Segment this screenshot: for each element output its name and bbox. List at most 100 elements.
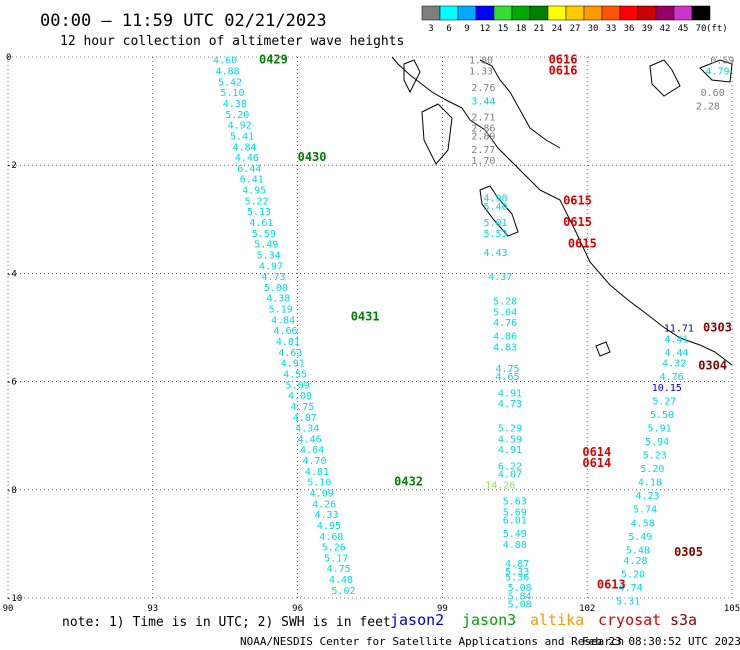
swh-value: 5.49 bbox=[254, 240, 278, 251]
swh-value: 4.86 bbox=[493, 332, 517, 343]
x-tick-label: 102 bbox=[579, 604, 595, 614]
swh-value: 5.28 bbox=[493, 296, 517, 307]
swh-value: 5.63 bbox=[503, 497, 527, 508]
swh-value: 5.09 bbox=[286, 380, 310, 391]
colorbar-label: 12 bbox=[480, 24, 491, 34]
note-text: note: 1) Time is in UTC; 2) SWH is in fe… bbox=[62, 615, 391, 630]
swh-value: 4.63 bbox=[278, 348, 302, 359]
colorbar-swatch bbox=[583, 5, 603, 21]
swh-value: 5.36 bbox=[505, 572, 529, 583]
colorbar-label: 39 bbox=[642, 24, 653, 34]
swh-value: 5.48 bbox=[626, 545, 650, 556]
colorbar-swatch bbox=[475, 5, 495, 21]
swh-value: 4.26 bbox=[312, 499, 336, 510]
colorbar-label: 18 bbox=[516, 24, 527, 34]
swh-value: 0.60 bbox=[701, 88, 725, 99]
colorbar-swatch bbox=[601, 5, 621, 21]
colorbar-label: 6 bbox=[446, 24, 451, 34]
colorbar-swatch bbox=[421, 5, 441, 21]
island-outline bbox=[479, 185, 519, 237]
swh-value: 5.49 bbox=[503, 529, 527, 540]
swh-value: 4.95 bbox=[317, 521, 341, 532]
swh-value: 5.08 bbox=[508, 599, 532, 610]
swh-value: 4.41 bbox=[664, 334, 688, 345]
chart-subtitle: 12 hour collection of altimeter wave hei… bbox=[60, 34, 404, 49]
swh-value: 4.91 bbox=[498, 445, 522, 456]
swh-value: 4.75 bbox=[496, 364, 520, 375]
pass-time-label: 0616 bbox=[549, 53, 578, 67]
swh-value: 5.20 bbox=[621, 570, 645, 581]
swh-value: 4.68 bbox=[319, 532, 343, 543]
swh-value: 5.91 bbox=[648, 424, 672, 435]
swh-value: 5.40 bbox=[483, 202, 507, 213]
swh-value: 4.81 bbox=[276, 337, 300, 348]
swh-value: 4.95 bbox=[242, 186, 266, 197]
swh-value: 5.34 bbox=[257, 250, 281, 261]
swh-value: 2.86 bbox=[471, 123, 495, 134]
swh-value: 2.89 bbox=[471, 131, 495, 142]
swh-value: 4.74 bbox=[619, 583, 643, 594]
colorbar-swatch bbox=[673, 5, 693, 21]
island-outline bbox=[421, 103, 453, 165]
x-tick-label: 93 bbox=[147, 604, 158, 614]
swh-value: 4.75 bbox=[290, 402, 314, 413]
swh-value: 5.41 bbox=[230, 131, 254, 142]
colorbar-swatch bbox=[619, 5, 639, 21]
pass-time-label: 0303 bbox=[703, 321, 732, 335]
swh-value: 4.23 bbox=[635, 491, 659, 502]
swh-value: 5.26 bbox=[322, 543, 346, 554]
colorbar-label: 36 bbox=[624, 24, 635, 34]
swh-value: 4.92 bbox=[228, 121, 252, 132]
pass-time-label: 0615 bbox=[563, 215, 592, 229]
pass-time-label: 0305 bbox=[674, 545, 703, 559]
pass-time-label: 0615 bbox=[568, 237, 597, 251]
swh-value: 4.91 bbox=[498, 388, 522, 399]
swh-value: 4.97 bbox=[259, 261, 283, 272]
swh-value: 11.71 bbox=[664, 324, 694, 335]
colorbar-label: 30 bbox=[588, 24, 599, 34]
swh-value: 4.43 bbox=[483, 248, 507, 259]
swh-value: 5.74 bbox=[633, 505, 657, 516]
colorbar-swatch bbox=[457, 5, 477, 21]
swh-value: 4.09 bbox=[310, 489, 334, 500]
swh-value: 5.29 bbox=[498, 424, 522, 435]
swh-value: 5.17 bbox=[324, 553, 348, 564]
swh-value: 4.58 bbox=[631, 518, 655, 529]
swh-value: 4.46 bbox=[298, 434, 322, 445]
colorbar-swatch bbox=[439, 5, 459, 21]
x-tick-label: 99 bbox=[437, 604, 448, 614]
swh-value: 4.32 bbox=[662, 359, 686, 370]
swh-value: 4.98 bbox=[483, 194, 507, 205]
swh-value: 5.19 bbox=[269, 305, 293, 316]
swh-value: 4.73 bbox=[261, 272, 285, 283]
swh-value: 5.31 bbox=[616, 597, 640, 608]
pass-time-label: 0614 bbox=[582, 445, 611, 459]
swh-value: 5.22 bbox=[245, 196, 269, 207]
swh-value: 4.76 bbox=[660, 372, 684, 383]
swh-value: 1.80 bbox=[469, 56, 493, 67]
plot-area: 90 93 96 99 102 1050-2-4-6-8-104.604.885.425.… bbox=[3, 53, 740, 614]
swh-value: 4.84 bbox=[271, 315, 295, 326]
chart-title: 00:00 — 11:59 UTC 02/21/2023 bbox=[40, 11, 327, 31]
swh-value: 4.46 bbox=[235, 153, 259, 164]
swh-value: 5.20 bbox=[225, 110, 249, 121]
swh-value: 5.42 bbox=[218, 77, 242, 88]
swh-value: 4.34 bbox=[295, 424, 319, 435]
swh-value: 4.70 bbox=[302, 456, 326, 467]
y-tick-label: 0 bbox=[6, 53, 11, 63]
coastline bbox=[391, 56, 733, 366]
colorbar-swatch bbox=[691, 5, 711, 21]
swh-value: 5.69 bbox=[503, 507, 527, 518]
swh-value: 5.02 bbox=[331, 586, 355, 597]
colorbar-label: 15 bbox=[498, 24, 509, 34]
swh-value: 4.87 bbox=[505, 559, 529, 570]
swh-value: 5.00 bbox=[264, 283, 288, 294]
swh-value: 5.49 bbox=[628, 532, 652, 543]
swh-value: 4.48 bbox=[329, 575, 353, 586]
satellite-legend: jason2 jason3 altika cryosat s3a bbox=[390, 611, 697, 629]
swh-value: 4.76 bbox=[493, 318, 517, 329]
legend-altika: altika bbox=[530, 611, 584, 629]
swh-value: 4.84 bbox=[232, 142, 256, 153]
x-tick-label: 90 bbox=[3, 604, 14, 614]
swh-value: 4.83 bbox=[493, 342, 517, 353]
